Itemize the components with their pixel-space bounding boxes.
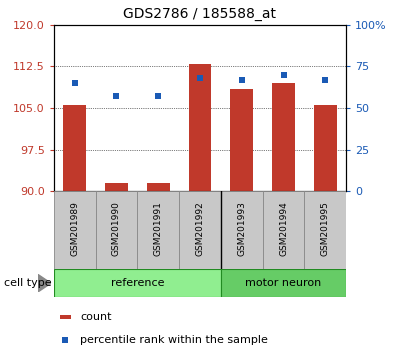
Bar — [147, 183, 170, 191]
Text: motor neuron: motor neuron — [246, 278, 322, 288]
FancyBboxPatch shape — [221, 191, 263, 269]
Text: GSM201989: GSM201989 — [70, 201, 79, 256]
Text: GSM201991: GSM201991 — [154, 201, 163, 256]
FancyBboxPatch shape — [221, 269, 346, 297]
Text: GSM201990: GSM201990 — [112, 201, 121, 256]
Title: GDS2786 / 185588_at: GDS2786 / 185588_at — [123, 7, 277, 21]
Bar — [314, 105, 337, 191]
Polygon shape — [38, 274, 51, 292]
Text: count: count — [80, 312, 111, 322]
Text: cell type: cell type — [4, 278, 52, 288]
FancyBboxPatch shape — [54, 269, 221, 297]
Text: GSM201995: GSM201995 — [321, 201, 330, 256]
Text: GSM201993: GSM201993 — [237, 201, 246, 256]
Text: GSM201994: GSM201994 — [279, 201, 288, 256]
Bar — [230, 88, 253, 191]
Text: GSM201992: GSM201992 — [195, 201, 205, 256]
FancyBboxPatch shape — [304, 191, 346, 269]
Bar — [105, 183, 128, 191]
Bar — [189, 64, 211, 191]
FancyBboxPatch shape — [54, 191, 96, 269]
Text: percentile rank within the sample: percentile rank within the sample — [80, 335, 268, 345]
FancyBboxPatch shape — [263, 191, 304, 269]
FancyBboxPatch shape — [96, 191, 137, 269]
Bar — [63, 105, 86, 191]
Text: reference: reference — [111, 278, 164, 288]
FancyBboxPatch shape — [137, 191, 179, 269]
Bar — [60, 315, 71, 319]
Bar — [272, 83, 295, 191]
FancyBboxPatch shape — [179, 191, 221, 269]
